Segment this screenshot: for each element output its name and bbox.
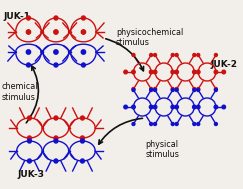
Circle shape	[150, 88, 153, 91]
Circle shape	[80, 116, 84, 120]
Circle shape	[132, 70, 135, 74]
Circle shape	[150, 122, 153, 125]
Circle shape	[81, 30, 86, 34]
Circle shape	[26, 50, 31, 54]
Circle shape	[154, 88, 156, 91]
Circle shape	[81, 16, 85, 20]
Circle shape	[27, 159, 31, 163]
Circle shape	[81, 50, 86, 54]
Circle shape	[80, 139, 84, 143]
Circle shape	[124, 70, 127, 74]
Circle shape	[197, 88, 200, 91]
Text: JUK-3: JUK-3	[18, 170, 45, 179]
Circle shape	[222, 70, 226, 74]
Circle shape	[149, 70, 153, 74]
Circle shape	[80, 159, 84, 163]
Circle shape	[197, 105, 200, 109]
Circle shape	[54, 116, 58, 120]
Circle shape	[197, 53, 200, 57]
Circle shape	[175, 88, 178, 91]
Circle shape	[171, 70, 174, 74]
Circle shape	[197, 122, 200, 125]
Circle shape	[171, 88, 174, 91]
Circle shape	[222, 105, 226, 109]
Circle shape	[54, 16, 58, 20]
Circle shape	[132, 53, 135, 57]
Circle shape	[26, 16, 30, 20]
Circle shape	[154, 122, 156, 125]
Circle shape	[149, 105, 153, 109]
Circle shape	[214, 70, 218, 74]
Circle shape	[214, 122, 217, 125]
Circle shape	[132, 105, 135, 109]
Circle shape	[150, 88, 153, 91]
Circle shape	[214, 88, 217, 91]
Circle shape	[171, 53, 174, 57]
Circle shape	[54, 50, 58, 54]
Text: chemical
stimulus: chemical stimulus	[2, 82, 38, 102]
Circle shape	[54, 63, 58, 67]
Circle shape	[153, 105, 157, 109]
Circle shape	[193, 88, 196, 91]
Circle shape	[175, 105, 178, 109]
Circle shape	[26, 30, 31, 34]
Circle shape	[132, 88, 135, 91]
Circle shape	[80, 136, 84, 140]
Circle shape	[175, 70, 178, 74]
Circle shape	[54, 139, 58, 143]
Circle shape	[27, 136, 31, 140]
Circle shape	[124, 105, 127, 109]
Circle shape	[132, 122, 135, 125]
Circle shape	[27, 139, 31, 143]
Circle shape	[150, 53, 153, 57]
Circle shape	[175, 88, 178, 91]
Circle shape	[26, 63, 30, 67]
Circle shape	[154, 53, 156, 57]
Circle shape	[175, 53, 178, 57]
Circle shape	[193, 88, 196, 91]
Circle shape	[81, 63, 85, 67]
Circle shape	[54, 159, 58, 163]
Text: physicochemical
stimulus: physicochemical stimulus	[116, 28, 183, 47]
Circle shape	[54, 30, 58, 34]
Circle shape	[214, 53, 217, 57]
Circle shape	[214, 105, 218, 109]
Circle shape	[192, 70, 196, 74]
Circle shape	[171, 122, 174, 125]
Circle shape	[193, 53, 196, 57]
Circle shape	[197, 70, 200, 74]
Circle shape	[175, 122, 178, 125]
Circle shape	[132, 88, 135, 91]
Circle shape	[27, 116, 31, 120]
Circle shape	[153, 70, 157, 74]
Circle shape	[197, 88, 200, 91]
Circle shape	[154, 88, 156, 91]
Circle shape	[214, 88, 217, 91]
Text: JUK-2: JUK-2	[210, 60, 237, 69]
Circle shape	[54, 136, 58, 140]
Text: JUK-1: JUK-1	[4, 12, 31, 21]
Circle shape	[193, 122, 196, 125]
Circle shape	[171, 88, 174, 91]
Circle shape	[171, 105, 174, 109]
Text: physical
stimulus: physical stimulus	[145, 140, 179, 159]
Circle shape	[192, 105, 196, 109]
